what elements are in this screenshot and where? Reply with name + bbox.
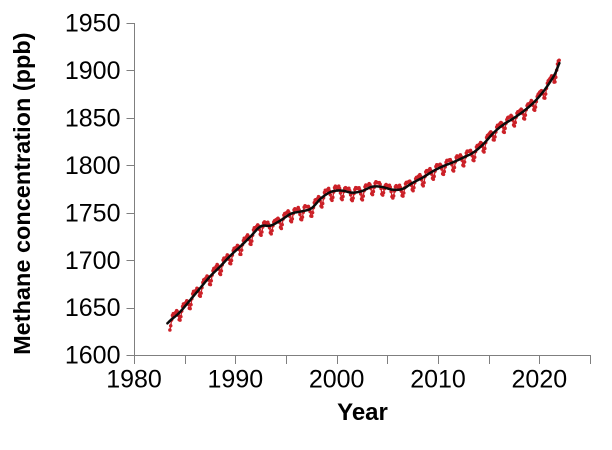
monthly-data-point xyxy=(401,194,405,198)
monthly-data-point xyxy=(493,135,497,139)
monthly-data-point xyxy=(553,80,557,84)
monthly-data-point xyxy=(290,217,295,221)
y-tick-label: 1900 xyxy=(65,57,121,85)
y-axis-title: Methane concentration (ppb) xyxy=(9,32,35,355)
monthly-data-point xyxy=(533,105,538,109)
monthly-data-point xyxy=(442,169,447,174)
monthly-data-point xyxy=(523,113,528,117)
monthly-data-point xyxy=(280,222,284,227)
monthly-data-point xyxy=(300,215,305,219)
monthly-data-point xyxy=(198,294,203,298)
monthly-data-point xyxy=(338,191,343,195)
monthly-data-point xyxy=(208,282,213,287)
monthly-data-point xyxy=(441,172,446,177)
monthly-data-point xyxy=(502,130,507,135)
monthly-data-point xyxy=(431,177,436,181)
monthly-data-point xyxy=(249,242,253,247)
x-tick-label: 2010 xyxy=(410,366,466,394)
monthly-data-point xyxy=(179,314,183,319)
monthly-data-point xyxy=(228,261,233,266)
monthly-data-point xyxy=(209,279,214,283)
monthly-data-point xyxy=(452,165,457,170)
monthly-data-point xyxy=(218,272,223,277)
monthly-data-point xyxy=(250,239,254,243)
monthly-data-point xyxy=(330,198,334,203)
monthly-data-point xyxy=(289,219,294,224)
monthly-data-point xyxy=(483,146,487,151)
y-tick-label: 1750 xyxy=(65,199,121,227)
monthly-data-point xyxy=(462,164,466,168)
monthly-data-point xyxy=(270,228,274,233)
monthly-data-point xyxy=(412,185,416,190)
monthly-data-point xyxy=(451,169,456,173)
monthly-data-point xyxy=(422,180,426,185)
monthly-data-point xyxy=(503,126,507,131)
monthly-data-point xyxy=(411,188,415,193)
monthly-data-point xyxy=(360,198,365,202)
monthly-data-point xyxy=(462,160,467,164)
monthly-data-point xyxy=(239,252,243,257)
monthly-data-point xyxy=(432,174,436,179)
monthly-data-point xyxy=(351,196,355,200)
monthly-data-point xyxy=(543,92,548,96)
monthly-data-point xyxy=(472,155,477,159)
y-tick-label: 1950 xyxy=(65,10,121,38)
monthly-data-point xyxy=(269,232,273,236)
monthly-data-point xyxy=(358,192,363,196)
x-tick-label: 2020 xyxy=(512,366,568,394)
monthly-data-point xyxy=(310,214,314,218)
monthly-data-point xyxy=(279,226,284,231)
x-axis-title: Year xyxy=(337,399,388,426)
monthly-data-point xyxy=(168,328,172,332)
monthly-data-point xyxy=(368,182,372,187)
monthly-data-point xyxy=(472,158,476,163)
monthly-data-point xyxy=(260,230,264,234)
x-tick-label: 1980 xyxy=(106,366,162,394)
monthly-data-point xyxy=(512,124,517,128)
monthly-data-point xyxy=(371,189,376,194)
y-tick-label: 1850 xyxy=(65,104,121,132)
monthly-data-point xyxy=(378,182,382,186)
monthly-data-point xyxy=(513,120,518,125)
monthly-data-point xyxy=(199,291,203,295)
monthly-data-point xyxy=(298,212,302,217)
monthly-data-point xyxy=(532,108,537,113)
monthly-data-point xyxy=(492,138,496,142)
trend-line xyxy=(166,61,561,325)
y-tick-label: 1700 xyxy=(65,247,121,275)
monthly-data-point xyxy=(239,248,244,252)
monthly-data-point xyxy=(178,318,182,322)
y-tick-label: 1600 xyxy=(65,342,121,370)
monthly-data-point xyxy=(189,302,193,307)
monthly-data-point xyxy=(522,117,527,121)
monthly-data-point xyxy=(391,194,396,198)
monthly-data-point xyxy=(320,205,324,209)
monthly-data-point xyxy=(402,191,406,195)
monthly-data-point xyxy=(219,269,224,273)
monthly-data-point xyxy=(168,324,173,328)
monthly-data-point xyxy=(370,192,375,197)
monthly-data-point xyxy=(482,150,486,154)
monthly-data-point xyxy=(543,96,547,100)
monthly-data-point xyxy=(340,197,344,202)
monthly-data-point xyxy=(557,58,561,63)
monthly-data-point xyxy=(188,306,192,311)
x-tick-label: 1990 xyxy=(208,366,264,394)
y-tick-label: 1650 xyxy=(65,294,121,322)
x-tick-label: 2000 xyxy=(309,366,365,394)
monthly-data-point xyxy=(259,233,263,237)
monthly-data-point xyxy=(381,190,386,195)
monthly-data-point xyxy=(320,201,325,206)
y-tick-label: 1800 xyxy=(65,152,121,180)
monthly-data-point xyxy=(421,184,425,188)
monthly-data-point xyxy=(361,194,366,198)
monthly-data-point xyxy=(331,195,335,200)
monthly-data-point xyxy=(310,210,315,215)
monthly-data-point xyxy=(229,258,234,263)
monthly-data-point xyxy=(341,194,345,199)
